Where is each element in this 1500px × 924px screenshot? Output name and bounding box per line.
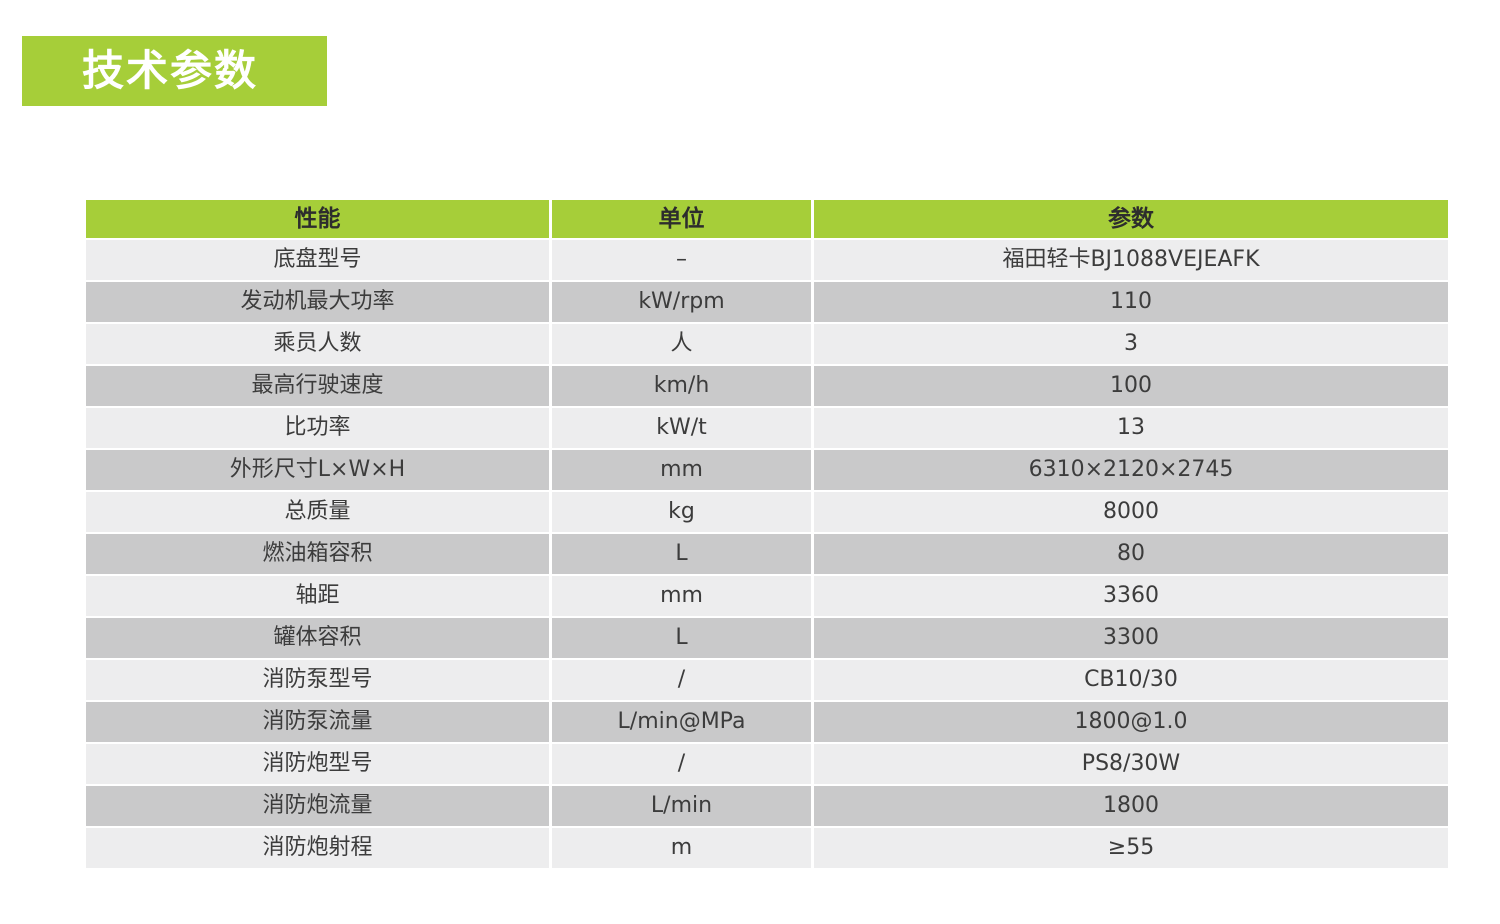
table-row: 消防泵流量 L/min@MPa 1800@1.0 [86, 702, 1448, 742]
spec-unit-cell: km/h [552, 366, 811, 406]
spec-unit-cell: L [552, 534, 811, 574]
column-header-performance: 性能 [86, 200, 549, 238]
table-row: 消防炮型号 / PS8/30W [86, 744, 1448, 784]
spec-value-cell: 6310×2120×2745 [814, 450, 1448, 490]
spec-unit-cell: / [552, 660, 811, 700]
spec-label-cell: 消防泵型号 [86, 660, 549, 700]
table-row: 外形尺寸L×W×H mm 6310×2120×2745 [86, 450, 1448, 490]
table-header-row: 性能 单位 参数 [86, 200, 1448, 238]
table-row: 乘员人数 人 3 [86, 324, 1448, 364]
spec-value-cell: 13 [814, 408, 1448, 448]
spec-label-cell: 消防炮射程 [86, 828, 549, 868]
spec-label-cell: 消防泵流量 [86, 702, 549, 742]
spec-value-cell: 3 [814, 324, 1448, 364]
spec-value-cell: CB10/30 [814, 660, 1448, 700]
column-header-parameter: 参数 [814, 200, 1448, 238]
page-title: 技术参数 [82, 46, 259, 95]
table-row: 最高行驶速度 km/h 100 [86, 366, 1448, 406]
page-title-badge: 技术参数 [22, 36, 327, 106]
table-row: 消防泵型号 / CB10/30 [86, 660, 1448, 700]
spec-label-cell: 消防炮流量 [86, 786, 549, 826]
table-row: 比功率 kW/t 13 [86, 408, 1448, 448]
spec-value-cell: 110 [814, 282, 1448, 322]
spec-value-cell: ≥55 [814, 828, 1448, 868]
spec-label-cell: 乘员人数 [86, 324, 549, 364]
spec-table: 性能 单位 参数 底盘型号 – 福田轻卡BJ1088VEJEAFK 发动机最大功… [86, 200, 1448, 868]
spec-unit-cell: L [552, 618, 811, 658]
spec-value-cell: 8000 [814, 492, 1448, 532]
table-row: 罐体容积 L 3300 [86, 618, 1448, 658]
spec-value-cell: 1800@1.0 [814, 702, 1448, 742]
table-row: 总质量 kg 8000 [86, 492, 1448, 532]
spec-value-cell: 100 [814, 366, 1448, 406]
spec-label-cell: 消防炮型号 [86, 744, 549, 784]
spec-unit-cell: mm [552, 450, 811, 490]
table-row: 底盘型号 – 福田轻卡BJ1088VEJEAFK [86, 240, 1448, 280]
spec-unit-cell: m [552, 828, 811, 868]
spec-label-cell: 最高行驶速度 [86, 366, 549, 406]
spec-unit-cell: 人 [552, 324, 811, 364]
spec-unit-cell: kW/t [552, 408, 811, 448]
spec-label-cell: 轴距 [86, 576, 549, 616]
spec-value-cell: 3300 [814, 618, 1448, 658]
table-row: 发动机最大功率 kW/rpm 110 [86, 282, 1448, 322]
spec-unit-cell: mm [552, 576, 811, 616]
spec-label-cell: 发动机最大功率 [86, 282, 549, 322]
spec-value-cell: 1800 [814, 786, 1448, 826]
spec-label-cell: 总质量 [86, 492, 549, 532]
spec-unit-cell: L/min@MPa [552, 702, 811, 742]
table-row: 轴距 mm 3360 [86, 576, 1448, 616]
spec-label-cell: 罐体容积 [86, 618, 549, 658]
spec-unit-cell: L/min [552, 786, 811, 826]
spec-value-cell: PS8/30W [814, 744, 1448, 784]
spec-value-cell: 福田轻卡BJ1088VEJEAFK [814, 240, 1448, 280]
spec-label-cell: 燃油箱容积 [86, 534, 549, 574]
spec-unit-cell: kg [552, 492, 811, 532]
table-row: 消防炮流量 L/min 1800 [86, 786, 1448, 826]
spec-label-cell: 底盘型号 [86, 240, 549, 280]
column-header-unit: 单位 [552, 200, 811, 238]
spec-label-cell: 比功率 [86, 408, 549, 448]
spec-unit-cell: / [552, 744, 811, 784]
spec-label-cell: 外形尺寸L×W×H [86, 450, 549, 490]
table-row: 燃油箱容积 L 80 [86, 534, 1448, 574]
spec-value-cell: 80 [814, 534, 1448, 574]
spec-unit-cell: kW/rpm [552, 282, 811, 322]
spec-unit-cell: – [552, 240, 811, 280]
table-row: 消防炮射程 m ≥55 [86, 828, 1448, 868]
spec-value-cell: 3360 [814, 576, 1448, 616]
